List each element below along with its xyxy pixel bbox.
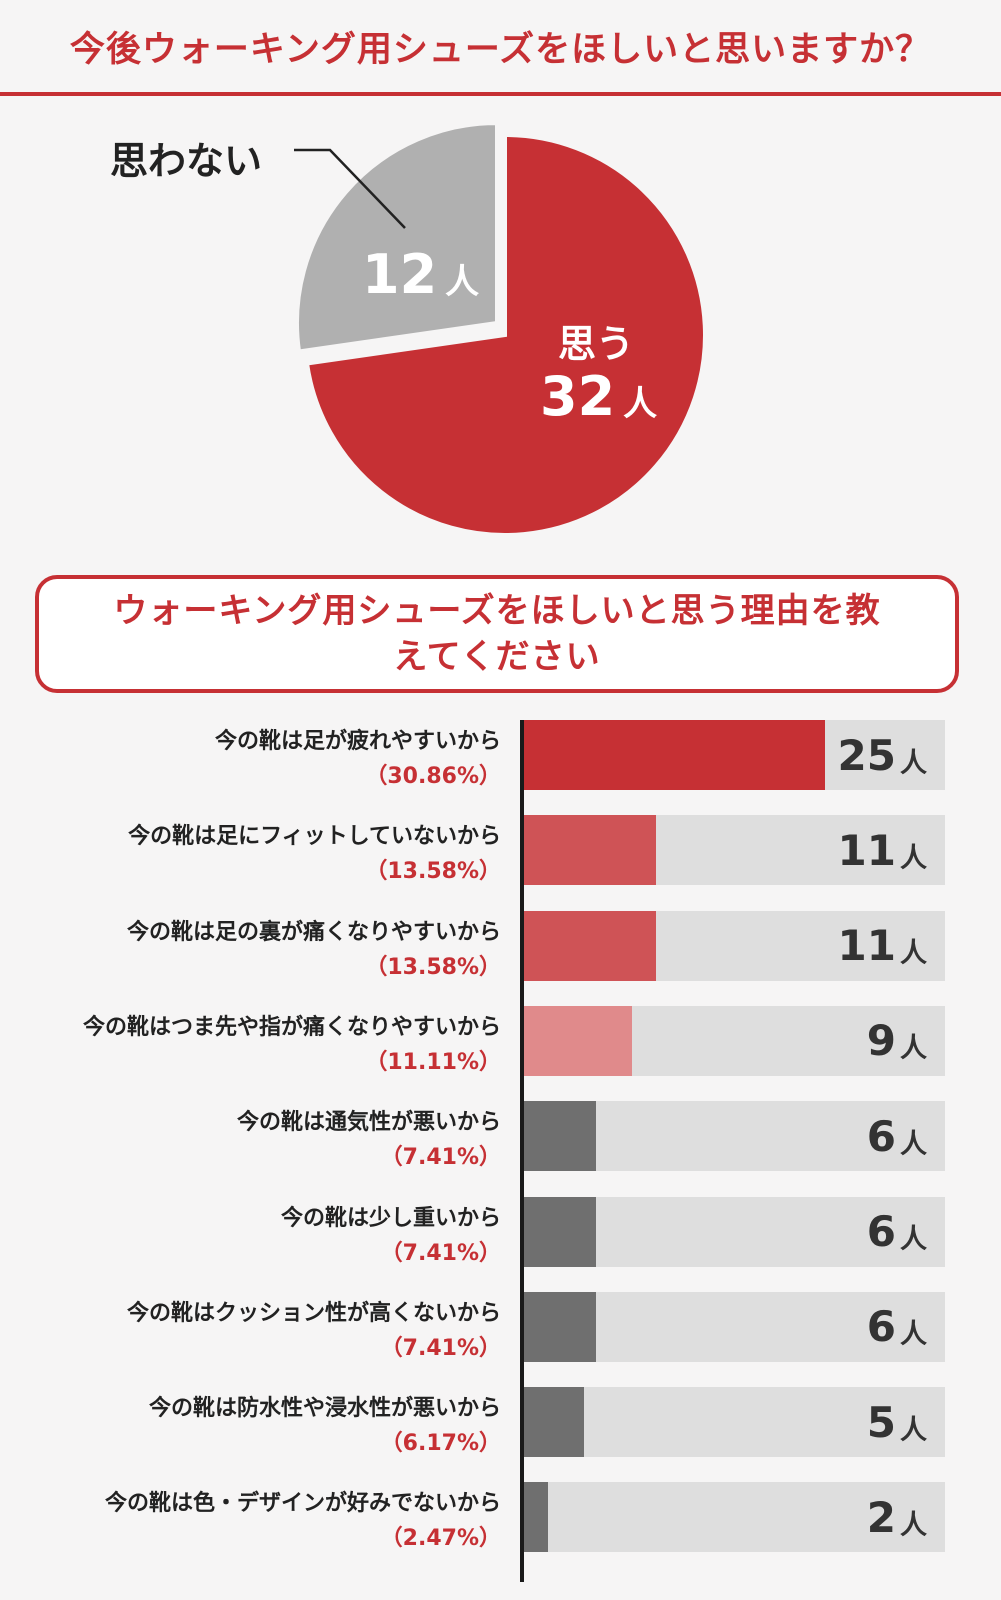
bar-count-unit: 人	[900, 1033, 927, 1065]
bar-row: 今の靴はつま先や指が痛くなりやすいから （11.11%） 9 人	[0, 1005, 1001, 1076]
pie-count-no-value: 12	[362, 243, 438, 306]
bar-percent: （13.58%）	[365, 954, 501, 980]
bar-fill	[524, 1291, 597, 1362]
bar-row: 今の靴は通気性が悪いから （7.41%） 6 人	[0, 1101, 1001, 1172]
bar-percent: （6.17%）	[380, 1431, 501, 1457]
bar-count-unit: 人	[900, 938, 927, 970]
bar-label: 今の靴は通気性が悪いから	[236, 1110, 501, 1136]
pie-count-yes-unit: 人	[623, 384, 658, 424]
bar-count-value: 6	[866, 1111, 896, 1161]
bar-percent: （30.86%）	[365, 764, 501, 789]
bar-count-value: 25	[837, 730, 896, 780]
bar-percent: （11.11%）	[365, 1049, 501, 1075]
pie-count-no: 12 人	[362, 243, 479, 306]
bar-count-value: 6	[866, 1302, 896, 1352]
pie-leader-line	[294, 148, 406, 229]
bar-row: 今の靴は少し重いから （7.41%） 6 人	[0, 1196, 1001, 1267]
pie-svg	[294, 125, 707, 537]
bar-label: 今の靴は少し重いから	[280, 1205, 501, 1231]
bar-label: 今の靴は足の裏が痛くなりやすいから	[126, 919, 501, 945]
bar-fill	[524, 720, 825, 790]
bar-fill	[524, 1196, 597, 1267]
bar-row: 今の靴は足が疲れやすいから （30.86%） 25 人	[0, 720, 1001, 790]
bar-row: 今の靴はクッション性が高くないから （7.41%） 6 人	[0, 1291, 1001, 1362]
bar-count-value: 11	[837, 825, 896, 875]
bar-fill	[524, 910, 657, 981]
bar-count-unit: 人	[900, 1128, 927, 1160]
bar-label: 今の靴は足が疲れやすいから	[214, 729, 501, 754]
question-box: ウォーキング用シューズをほしいと思う理由を教えてください	[35, 575, 959, 693]
bar-count: 25 人	[825, 720, 945, 790]
bar-label: 今の靴は防水性や浸水性が悪いから	[148, 1396, 501, 1422]
pie-slice-yes	[304, 132, 707, 537]
bar-count-unit: 人	[900, 1509, 927, 1541]
bar-chart: 今の靴は足が疲れやすいから （30.86%） 25 人今の靴は足にフィットしていないか…	[0, 720, 1001, 1590]
bar-count: 11 人	[825, 815, 945, 885]
bar-count-value: 6	[866, 1207, 896, 1256]
pie-chart: 思わない 12 人 思う 32 人	[110, 125, 720, 545]
bar-percent: （2.47%）	[380, 1526, 501, 1552]
bar-count-unit: 人	[900, 842, 927, 874]
bar-count-value: 11	[837, 921, 896, 971]
bar-track: 11 人	[524, 815, 945, 886]
pie-count-yes-value: 32	[540, 365, 616, 428]
bar-row: 今の靴は防水性や浸水性が悪いから （6.17%） 5 人	[0, 1387, 1001, 1458]
bar-count-unit: 人	[900, 1414, 927, 1446]
bar-fill	[524, 1101, 597, 1172]
pie-slice-no	[295, 125, 499, 354]
pie-count-yes: 32 人	[540, 365, 657, 428]
bar-count: 11 人	[825, 911, 945, 981]
bar-axis	[520, 720, 524, 1582]
bar-count-unit: 人	[900, 747, 927, 779]
bar-fill	[524, 1005, 633, 1076]
pie-label-no: 思わない	[110, 139, 263, 183]
bar-label: 今の靴はクッション性が高くないから	[126, 1300, 501, 1326]
bar-row: 今の靴は足にフィットしていないから （13.58%） 11 人	[0, 815, 1001, 886]
bar-count-value: 9	[866, 1016, 896, 1066]
bar-track: 11 人	[524, 910, 945, 981]
bar-count-unit: 人	[900, 1319, 927, 1351]
bar-label: 今の靴は色・デザインが好みでないから	[104, 1491, 501, 1517]
bar-count-value: 5	[866, 1397, 896, 1447]
bar-fill	[524, 1482, 549, 1553]
page-title: 今後ウォーキング用シューズをほしいと思いますか？	[69, 29, 932, 70]
bar-percent: （7.41%）	[380, 1145, 501, 1171]
bar-count-value: 2	[866, 1492, 896, 1542]
bar-percent: （13.58%）	[365, 859, 501, 885]
bar-row: 今の靴は足の裏が痛くなりやすいから （13.58%） 11 人	[0, 910, 1001, 981]
bar-track: 25 人	[524, 720, 945, 790]
bar-percent: （7.41%）	[380, 1240, 501, 1266]
bar-count-unit: 人	[900, 1224, 927, 1255]
bar-label: 今の靴は足にフィットしていないから	[128, 824, 501, 850]
bar-percent: （7.41%）	[380, 1335, 501, 1361]
bar-label: 今の靴はつま先や指が痛くなりやすいから	[82, 1014, 501, 1040]
pie-count-no-unit: 人	[445, 262, 480, 302]
title-divider	[0, 92, 1001, 96]
bar-row: 今の靴は色・デザインが好みでないから （2.47%） 2 人	[0, 1482, 1001, 1553]
bar-fill	[524, 1387, 585, 1458]
bar-fill	[524, 815, 657, 886]
pie-label-yes: 思う	[558, 322, 635, 366]
